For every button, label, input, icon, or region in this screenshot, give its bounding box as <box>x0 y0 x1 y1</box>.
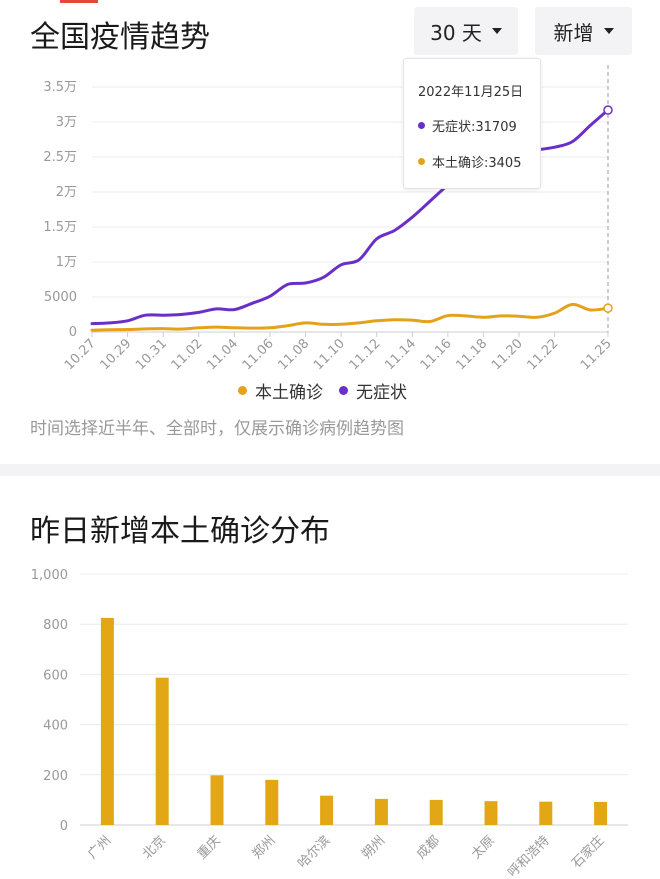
bar <box>374 798 388 825</box>
y-tick-label: 5000 <box>44 290 77 305</box>
x-tick-label: 11.20 <box>489 336 526 373</box>
y-tick-label: 1.5万 <box>43 220 77 235</box>
x-tick-label: 11.25 <box>578 336 615 373</box>
x-tick-label: 11.04 <box>204 336 241 373</box>
x-tick-label: 11.10 <box>311 336 348 373</box>
y-tick-label: 0 <box>69 325 77 340</box>
caret-down-icon <box>603 28 614 34</box>
trend-title: 全国疫情趋势 <box>30 20 210 55</box>
bar <box>484 801 498 825</box>
x-category-label: 北京 <box>140 833 169 862</box>
tooltip-dot-icon <box>418 158 425 165</box>
chart-tooltip: 2022年11月25日 无症状:31709 本土确诊:3405 <box>403 58 541 189</box>
x-tick-label: 11.08 <box>275 336 312 373</box>
legend-item-asymptomatic[interactable]: 无症状 <box>339 378 407 403</box>
y-tick-label: 1,000 <box>31 568 68 583</box>
y-tick-label: 0 <box>60 819 68 834</box>
mode-dropdown[interactable]: 新增 <box>535 7 632 55</box>
bar <box>429 799 443 825</box>
period-dropdown[interactable]: 30 天 <box>414 7 518 55</box>
bar <box>320 795 334 825</box>
y-tick-label: 3.5万 <box>43 80 77 95</box>
y-tick-label: 2万 <box>56 185 77 200</box>
legend-item-confirmed[interactable]: 本土确诊 <box>238 378 323 403</box>
x-tick-label: 11.12 <box>347 336 384 373</box>
bar <box>265 779 279 825</box>
distribution-title: 昨日新增本土确诊分布 <box>30 514 330 549</box>
tooltip-date: 2022年11月25日 <box>418 85 524 100</box>
y-tick-label: 2.5万 <box>43 150 77 165</box>
x-tick-label: 10.27 <box>62 336 99 373</box>
x-category-label: 石家庄 <box>569 833 608 872</box>
bar <box>155 677 169 825</box>
series-line <box>90 302 610 332</box>
legend-label: 无症状 <box>356 383 407 403</box>
legend-label: 本土确诊 <box>255 383 323 403</box>
tooltip-dot-icon <box>418 122 425 129</box>
y-tick-label: 400 <box>43 719 68 734</box>
mode-dropdown-label: 新增 <box>553 20 594 45</box>
y-tick-label: 600 <box>43 668 68 683</box>
tooltip-row-confirmed: 本土确诊:3405 <box>418 152 521 171</box>
section-divider <box>0 464 660 476</box>
x-tick-label: 11.16 <box>418 336 455 373</box>
trend-note: 时间选择近半年、全部时，仅展示确诊病例趋势图 <box>30 419 404 439</box>
bar <box>594 801 608 825</box>
y-tick-label: 800 <box>43 618 68 633</box>
highlight-point <box>603 105 613 115</box>
x-category-label: 郑州 <box>250 833 279 862</box>
bar <box>210 775 224 825</box>
bar <box>539 801 553 825</box>
x-category-label: 哈尔滨 <box>295 833 334 872</box>
legend-dot-icon <box>339 386 348 395</box>
trend-legend: 本土确诊 无症状 <box>238 378 407 403</box>
x-tick-label: 10.29 <box>97 336 134 373</box>
x-category-label: 重庆 <box>194 833 224 863</box>
bar <box>100 617 114 825</box>
x-tick-label: 11.18 <box>453 336 490 373</box>
x-tick-label: 11.02 <box>169 336 206 373</box>
period-dropdown-label: 30 天 <box>430 20 482 45</box>
tooltip-value: 本土确诊:3405 <box>432 156 522 171</box>
y-tick-label: 3万 <box>56 115 77 130</box>
legend-dot-icon <box>238 386 247 395</box>
highlight-point <box>603 303 613 313</box>
x-tick-label: 11.06 <box>240 336 277 373</box>
y-tick-label: 200 <box>43 769 68 784</box>
tooltip-row-asymptomatic: 无症状:31709 <box>418 116 517 135</box>
top-accent-bar <box>60 0 98 3</box>
x-category-label: 太原 <box>469 833 498 862</box>
x-category-label: 广州 <box>85 833 114 862</box>
caret-down-icon <box>491 28 502 34</box>
x-category-label: 成都 <box>414 833 443 862</box>
x-category-label: 朔州 <box>359 833 388 862</box>
x-tick-label: 10.31 <box>133 336 170 373</box>
x-tick-label: 11.22 <box>525 336 562 373</box>
tooltip-value: 无症状:31709 <box>432 120 517 135</box>
x-tick-label: 11.14 <box>382 336 419 373</box>
x-category-label: 呼和浩特 <box>505 833 552 879</box>
y-tick-label: 1万 <box>56 255 77 270</box>
